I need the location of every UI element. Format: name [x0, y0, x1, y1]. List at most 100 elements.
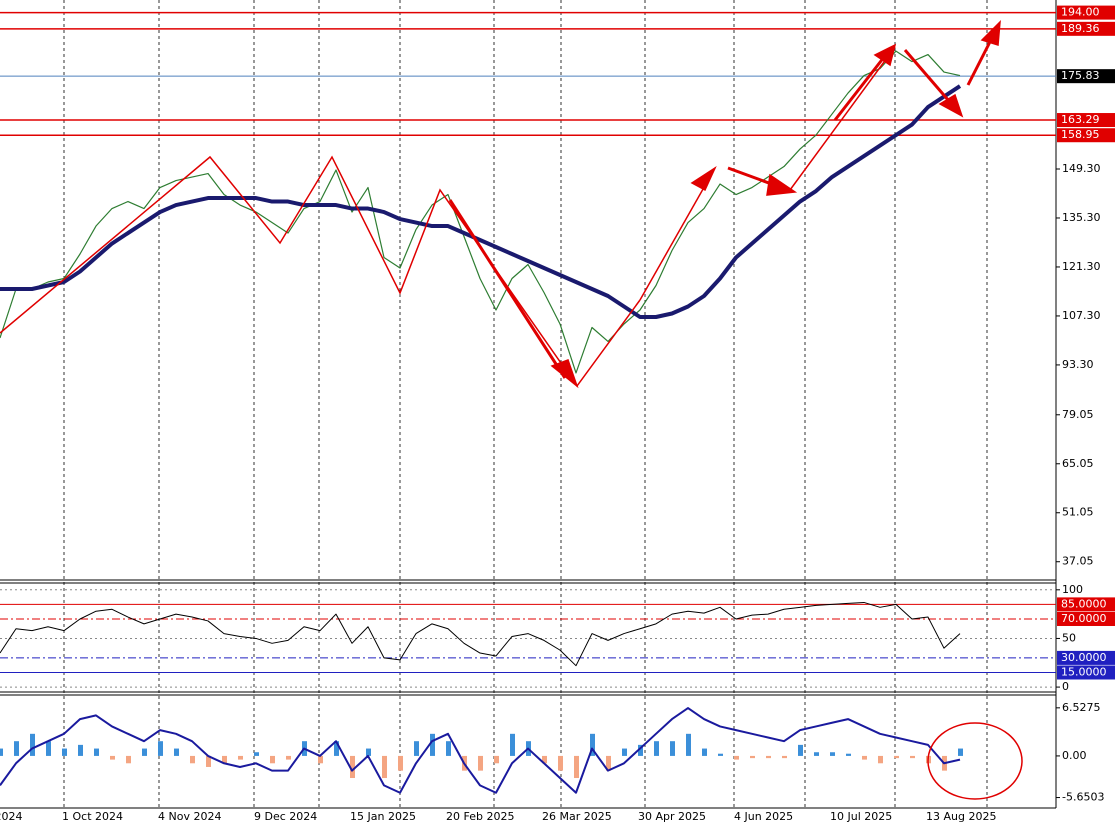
histogram-bar: [766, 755, 771, 759]
x-tick-label: 9 Dec 2024: [254, 810, 317, 823]
histogram-bar: [686, 733, 691, 756]
histogram-bar: [206, 755, 211, 767]
y-tick-label: 121.30: [1062, 260, 1101, 273]
histogram-bar: [894, 755, 899, 759]
x-tick-label: 20 Feb 2025: [446, 810, 514, 823]
histogram-bar: [382, 755, 387, 779]
level-label-box: [1057, 611, 1115, 626]
histogram-bar: [286, 755, 291, 760]
histogram-bar: [910, 755, 915, 759]
histogram-bar: [126, 755, 131, 764]
level-label: 189.36: [1061, 22, 1100, 35]
histogram-bar: [798, 744, 803, 756]
x-tick-label: g 2024: [0, 810, 22, 823]
histogram-bar: [30, 733, 35, 756]
histogram-bar: [334, 741, 339, 756]
level-label: 70.0000: [1061, 612, 1107, 625]
histogram-bar: [430, 733, 435, 756]
y-tick-label: 51.05: [1062, 506, 1094, 519]
series-line: [0, 601, 961, 667]
histogram-bar: [654, 741, 659, 756]
histogram-bar: [782, 755, 787, 759]
histogram-bar: [574, 755, 579, 779]
histogram-bar: [830, 752, 835, 756]
histogram-bar: [350, 755, 355, 779]
histogram-bar: [590, 733, 595, 756]
histogram-bar: [62, 748, 67, 756]
histogram-bar: [318, 755, 323, 764]
level-label: 85.0000: [1061, 597, 1107, 610]
level-label-box: [1057, 128, 1115, 143]
level-label-box: [1057, 113, 1115, 128]
histogram-bar: [670, 741, 675, 756]
y-tick-label: 37.05: [1062, 555, 1094, 568]
annotations: [0, 20, 1023, 800]
y-tick-label: 0.00: [1062, 749, 1087, 762]
level-label-box: [1057, 5, 1115, 20]
series-line: [0, 84, 962, 319]
histogram-bar: [702, 748, 707, 756]
histogram-bar: [398, 755, 403, 771]
histogram-bar: [270, 755, 275, 764]
histogram-bar: [958, 748, 963, 756]
level-label: 175.83: [1061, 69, 1100, 82]
level-label: 15.0000: [1061, 665, 1107, 678]
level-label: 158.95: [1061, 128, 1100, 141]
level-label-box: [1057, 650, 1115, 665]
x-tick-label: 4 Nov 2024: [158, 810, 221, 823]
x-tick-label: 26 Mar 2025: [542, 810, 612, 823]
level-label: 194.00: [1061, 6, 1100, 19]
y-tick-label: 50: [1062, 631, 1076, 644]
histogram-bar: [0, 748, 3, 756]
y-tick-label: 149.30: [1062, 162, 1101, 175]
y-tick-label: 100: [1062, 583, 1083, 596]
y-tick-label: 135.30: [1062, 211, 1101, 224]
x-tick-label: 13 Aug 2025: [926, 810, 996, 823]
histogram-bar: [558, 755, 563, 771]
histogram-bar: [606, 755, 611, 771]
histogram-bar: [174, 748, 179, 756]
histogram-bar: [638, 744, 643, 756]
histogram-bar: [190, 755, 195, 764]
histogram-bar: [366, 748, 371, 756]
histogram-bar: [414, 741, 419, 756]
x-tick-label: 30 Apr 2025: [638, 810, 706, 823]
histogram-bar: [718, 753, 723, 756]
histogram-bar: [478, 755, 483, 771]
histogram-bar: [750, 755, 755, 759]
histogram-bar: [542, 755, 547, 764]
y-tick-label: 107.30: [1062, 309, 1101, 322]
histogram-bar: [142, 748, 147, 756]
y-tick-label: 65.05: [1062, 457, 1094, 470]
histogram-bar: [622, 748, 627, 756]
histogram-bar: [446, 741, 451, 756]
x-tick-label: 4 Jun 2025: [734, 810, 793, 823]
level-label-box: [1057, 69, 1115, 84]
histogram-bar: [510, 733, 515, 756]
y-tick-label: 79.05: [1062, 408, 1094, 421]
histogram-bar: [494, 755, 499, 764]
plots: [0, 11, 1056, 794]
histogram-bar: [862, 755, 867, 760]
level-label: 163.29: [1061, 113, 1100, 126]
level-label-box: [1057, 21, 1115, 36]
histogram-bar: [254, 752, 259, 756]
panel-frames: [0, 0, 1057, 809]
series-line: [0, 707, 961, 794]
level-label: 30.0000: [1061, 651, 1107, 664]
y-tick-label: 0: [1062, 680, 1069, 693]
series-line: [0, 50, 961, 374]
histogram-bar: [46, 741, 51, 756]
histogram-bar: [94, 748, 99, 756]
x-tick-label: 1 Oct 2024: [62, 810, 123, 823]
axis: 149.30 135.30 121.30 107.30 93.30 79.05 65.05 5…: [0, 6, 1115, 823]
histogram-bar: [846, 753, 851, 756]
level-label-box: [1057, 665, 1115, 680]
x-tick-label: 10 Jul 2025: [830, 810, 892, 823]
histogram-bar: [110, 755, 115, 760]
y-tick-label: 93.30: [1062, 358, 1094, 371]
histogram-bar: [158, 741, 163, 756]
histogram-bar: [238, 755, 243, 760]
